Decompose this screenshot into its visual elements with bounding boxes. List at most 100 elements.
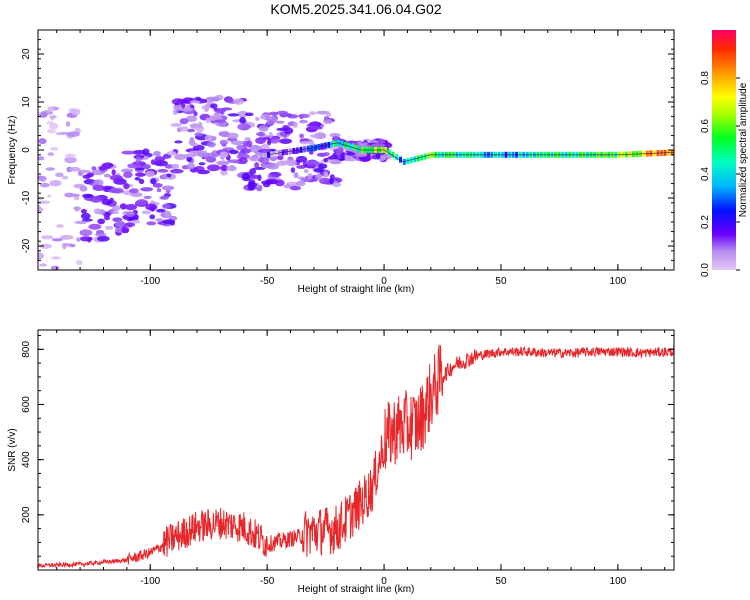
spectrogram-cell: [268, 131, 273, 139]
y-tick-label: -20: [21, 238, 32, 253]
spectrogram-cell: [74, 206, 79, 212]
spectrogram-cell: [329, 133, 341, 138]
spectrogram-cell: [194, 132, 204, 137]
spectrogram-cell: [220, 165, 229, 172]
spectrogram-cell: [76, 259, 83, 266]
x-tick-label: 50: [495, 576, 507, 587]
spectrogram-cell: [156, 187, 162, 193]
spectrogram-cell: [49, 180, 62, 187]
spectrogram-cell: [129, 188, 139, 194]
spectrogram-cell: [47, 128, 57, 134]
spectrogram-cell: [66, 131, 80, 137]
spectrogram-cell: [375, 154, 381, 160]
spectrogram-cell: [299, 141, 312, 145]
y-tick-label: 400: [21, 451, 32, 468]
spectrogram-cell: [292, 122, 298, 128]
spectrogram-cell: [327, 156, 333, 160]
spectrogram-cell: [108, 188, 123, 194]
spectrogram-cell: [307, 173, 313, 180]
spectrogram-cell: [47, 152, 55, 156]
spectrogram-cell: [50, 147, 59, 151]
spectrogram-cell: [346, 152, 356, 156]
spectrogram-cell: [290, 167, 296, 174]
spectrogram-ridge-cell: [395, 154, 399, 161]
snr-y-label: SNR (v/v): [7, 428, 18, 471]
spectrogram-cell: [55, 284, 60, 289]
spectrogram-cell: [371, 143, 386, 148]
spectrogram-cell: [70, 279, 82, 284]
snr-frame: [37, 329, 675, 571]
x-tick-label: 0: [381, 276, 387, 287]
spectrogram-cell: [357, 140, 363, 147]
spectrogram-cell: [265, 120, 275, 126]
spectrogram-cell: [197, 121, 203, 129]
spectrogram-cell: [171, 163, 180, 169]
spectrogram-cell: [163, 155, 171, 159]
spectrogram-cell: [169, 220, 175, 226]
spectrogram-cell: [179, 126, 189, 132]
spectrogram-cell: [255, 137, 266, 145]
spectrogram-cell: [61, 175, 69, 180]
y-tick-label: 600: [21, 396, 32, 413]
spectrogram-cell: [81, 218, 93, 222]
spectrogram-cell: [134, 167, 145, 171]
spectrogram-cell: [261, 163, 268, 169]
spectrogram-cell: [50, 265, 60, 270]
spectrogram-cell: [227, 113, 240, 117]
spectrogram-cell: [170, 123, 182, 127]
spectrogram-cell: [265, 178, 278, 185]
x-tick-label: 100: [610, 276, 627, 287]
spectrogram-cell: [142, 148, 150, 155]
spectrogram-cell: [145, 170, 155, 178]
y-tick-label: 10: [21, 96, 32, 108]
spectrogram-cell: [186, 128, 196, 133]
spectrogram-cell: [325, 112, 332, 118]
spectrogram-cell: [197, 150, 209, 158]
spectrogram-cell: [238, 157, 248, 165]
spectrogram-cell: [206, 141, 216, 148]
spectrogram-cell: [299, 133, 304, 139]
spectrogram-cell: [340, 152, 345, 159]
spectrogram-cell: [93, 208, 102, 215]
spectrogram-cell: [296, 165, 307, 169]
spectrogram-cell: [145, 203, 158, 211]
spectrogram-cell: [317, 163, 328, 169]
spectrogram-cell: [100, 164, 112, 170]
spectrogram-cell: [279, 138, 292, 144]
spectrogram-cell: [266, 162, 280, 170]
spectrogram-cell: [56, 289, 62, 294]
y-tick-label: 20: [21, 48, 32, 60]
spectrogram-cell: [62, 243, 75, 247]
spectrogram-cell: [64, 153, 76, 158]
x-tick-label: 100: [610, 576, 627, 587]
snr-y-ticks: 200 400 600 800: [21, 335, 674, 557]
spectrogram-cell: [140, 187, 154, 192]
spectrogram-cell: [303, 169, 309, 174]
spectrogram-cell: [111, 210, 119, 215]
spectrogram-cell: [55, 172, 64, 178]
spectrogram-cell: [287, 114, 299, 119]
spectrogram-cell: [237, 110, 249, 118]
spectrogram-cell: [132, 219, 141, 224]
spectrogram-cell: [161, 203, 171, 209]
spectrogram-cell: [150, 178, 157, 185]
spectrogram-cell: [161, 185, 175, 191]
spectrogram-cell: [218, 131, 225, 136]
spectrogram-cell: [38, 138, 47, 145]
spectrogram-ridge-cell: [347, 142, 351, 149]
spectrogram-cell: [123, 183, 130, 190]
spectrogram-cell: [239, 116, 247, 124]
spectrogram-cell: [91, 166, 97, 171]
spectrogram-cell: [109, 174, 123, 181]
colorbar-tick-label: 0.2: [700, 215, 711, 229]
spectrogram-cell: [104, 225, 114, 230]
spectrogram-cell: [240, 148, 252, 154]
spectrogram-cell: [38, 156, 45, 161]
spectrogram-ridge-cell: [384, 147, 388, 153]
spectrogram-cell: [112, 205, 121, 212]
spectrogram-y-label: Frequency (Hz): [7, 116, 18, 185]
spectrogram-cell: [172, 109, 178, 115]
spectrogram-cell: [258, 157, 270, 163]
spectrogram-cell: [115, 220, 126, 228]
spectrogram-cell: [295, 180, 306, 187]
